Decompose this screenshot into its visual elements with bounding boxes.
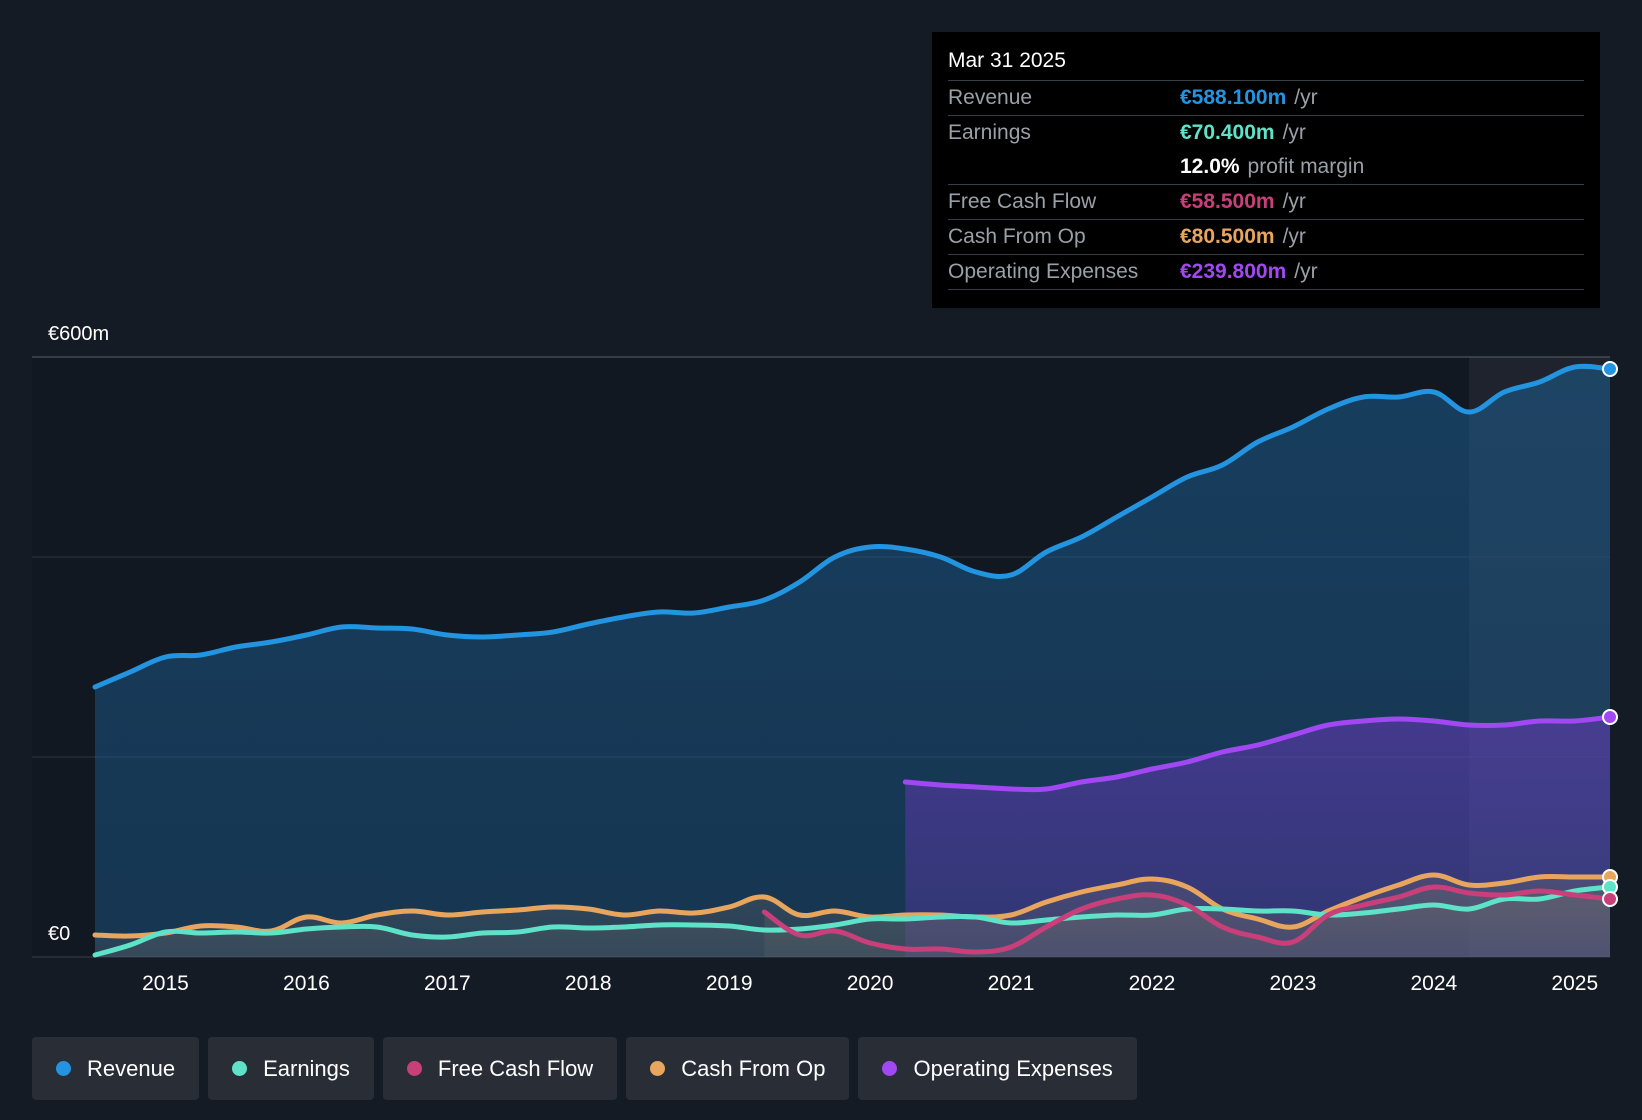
- x-axis-ticks: 2015 2016 2017 2018 2019 2020 2021 2022 2023 2024…: [142, 972, 1598, 995]
- legend-label: Earnings: [263, 1055, 350, 1081]
- x-tick-label: 2018: [565, 972, 612, 995]
- tooltip-panel: Mar 31 2025 Revenue €588.100m /yr Earnin…: [932, 32, 1600, 308]
- legend-dot-icon: [232, 1061, 248, 1076]
- legend-item-free-cash-flow[interactable]: Free Cash Flow: [382, 1037, 618, 1100]
- line-fcf: [761, 884, 1613, 955]
- x-tick-label: 2021: [988, 972, 1035, 995]
- series-endpoints: [1602, 361, 1618, 907]
- tooltip-row-earnings: Earnings €70.400m /yr: [948, 115, 1584, 150]
- tooltip-label: Operating Expenses: [948, 260, 1139, 283]
- legend-label: Revenue: [87, 1055, 176, 1081]
- x-tick-label: 2025: [1551, 972, 1598, 995]
- endpoint-fcf: [1602, 891, 1618, 907]
- tooltip-unit: /yr: [1282, 121, 1306, 144]
- tooltip-value-opex: €239.800m: [1180, 260, 1287, 283]
- x-tick-label: 2019: [706, 972, 753, 995]
- tooltip-row-revenue: Revenue €588.100m /yr: [948, 80, 1584, 115]
- line-cfo: [92, 872, 1613, 939]
- legend-label: Operating Expenses: [913, 1055, 1113, 1081]
- tooltip-value-revenue: €588.100m: [1180, 86, 1287, 109]
- x-tick-label: 2015: [142, 972, 189, 995]
- line-earnings: [92, 884, 1613, 958]
- tooltip-row-cfo: Cash From Op €80.500m /yr: [948, 219, 1584, 254]
- tooltip-unit: /yr: [1282, 190, 1306, 213]
- tooltip-value-profit-margin: 12.0%: [1180, 155, 1240, 178]
- x-tick-label: 2016: [283, 972, 330, 995]
- legend: Revenue Earnings Free Cash Flow Cash Fro…: [32, 1037, 1137, 1100]
- endpoint-opex: [1602, 709, 1618, 725]
- y-axis-bottom-label: €0: [48, 923, 70, 945]
- tooltip-label: Free Cash Flow: [948, 190, 1097, 213]
- legend-label: Free Cash Flow: [437, 1055, 594, 1081]
- tooltip-label: Revenue: [948, 86, 1033, 109]
- tooltip-label: Earnings: [948, 121, 1031, 144]
- tooltip-row-fcf: Free Cash Flow €58.500m /yr: [948, 184, 1584, 219]
- legend-item-revenue[interactable]: Revenue: [32, 1037, 200, 1100]
- x-tick-label: 2022: [1129, 972, 1176, 995]
- tooltip-row-profit-margin: 12.0% profit margin: [948, 150, 1584, 184]
- legend-dot-icon: [650, 1061, 666, 1076]
- tooltip-unit: profit margin: [1247, 155, 1365, 178]
- tooltip-date: Mar 31 2025: [948, 49, 1066, 72]
- y-axis-top-label: €600m: [48, 323, 109, 345]
- legend-item-operating-expenses[interactable]: Operating Expenses: [858, 1037, 1137, 1100]
- tooltip-unit: /yr: [1294, 260, 1318, 283]
- tooltip-label: Cash From Op: [948, 225, 1086, 248]
- line-revenue: [92, 363, 1613, 690]
- tooltip-value-earnings: €70.400m: [1180, 121, 1275, 144]
- tooltip-unit: /yr: [1294, 86, 1318, 109]
- legend-item-cash-from-op[interactable]: Cash From Op: [626, 1037, 850, 1100]
- line-opex: [902, 714, 1613, 793]
- tooltip-unit: /yr: [1282, 225, 1306, 248]
- series-lines: [92, 363, 1613, 958]
- tooltip-row-opex: Operating Expenses €239.800m /yr: [948, 254, 1584, 290]
- area-fcf: [764, 886, 1610, 957]
- x-tick-label: 2023: [1270, 972, 1317, 995]
- x-tick-label: 2020: [847, 972, 894, 995]
- legend-label: Cash From Op: [681, 1055, 826, 1081]
- x-tick-label: 2024: [1410, 972, 1457, 995]
- legend-item-earnings[interactable]: Earnings: [208, 1037, 374, 1100]
- x-tick-label: 2017: [424, 972, 471, 995]
- endpoint-revenue: [1602, 361, 1618, 377]
- tooltip-value-cfo: €80.500m: [1180, 225, 1275, 248]
- legend-dot-icon: [406, 1061, 422, 1076]
- tooltip-value-fcf: €58.500m: [1180, 190, 1275, 213]
- legend-dot-icon: [882, 1061, 898, 1076]
- legend-dot-icon: [56, 1061, 71, 1076]
